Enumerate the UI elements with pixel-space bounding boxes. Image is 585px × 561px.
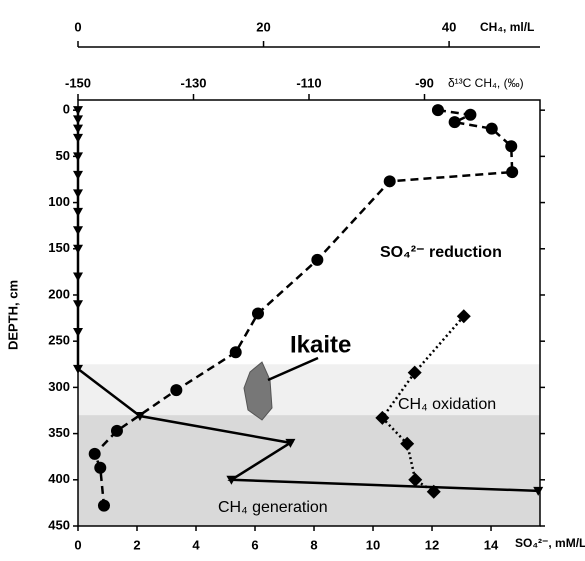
annotation: CH₄ oxidation <box>398 396 496 413</box>
x2-tick-label: 40 <box>442 19 456 34</box>
triangle-marker <box>73 189 83 199</box>
circle-marker <box>88 447 101 460</box>
x2-tick-label: 0 <box>74 19 81 34</box>
circle-marker <box>383 175 396 188</box>
triangle-marker <box>73 115 83 125</box>
diamond-marker <box>408 472 423 487</box>
triangle-marker <box>73 244 83 254</box>
y-tick-label: 400 <box>48 471 70 486</box>
ikaite-pointer <box>267 356 319 382</box>
triangle-marker <box>285 438 296 448</box>
diamond-marker <box>375 410 390 425</box>
diamond-marker <box>426 484 441 499</box>
y-tick-label: 150 <box>48 240 70 255</box>
circle-marker <box>94 461 107 474</box>
diamond-marker <box>407 365 422 380</box>
triangle-marker <box>73 170 83 180</box>
circle-marker <box>506 166 519 179</box>
x-tick-label: 10 <box>366 537 380 552</box>
x-axis-title: SO₄²⁻, mM/L <box>515 536 585 550</box>
x-tick-label: 8 <box>310 537 317 552</box>
y-tick-label: 250 <box>48 333 70 348</box>
circle-marker <box>251 307 264 320</box>
triangle-marker <box>73 300 83 310</box>
diamond-marker <box>456 309 471 324</box>
y-tick-label: 0 <box>63 102 70 117</box>
triangle-marker <box>73 207 83 217</box>
triangle-marker <box>73 133 83 143</box>
diamond-marker <box>400 436 415 451</box>
triangle-marker <box>533 486 544 496</box>
triangle-marker <box>226 475 237 485</box>
x-tick-label: 6 <box>251 537 258 552</box>
x-tick-label: 4 <box>192 537 200 552</box>
ikaite-crystal <box>243 361 273 421</box>
y-tick-label: 200 <box>48 286 70 301</box>
circle-marker <box>110 424 123 437</box>
triangle-marker <box>73 272 83 282</box>
annotation: SO₄²⁻ reduction <box>380 244 502 261</box>
triangle-marker <box>73 106 83 116</box>
circle-marker <box>505 140 518 153</box>
x3-tick-label: -90 <box>415 75 434 90</box>
triangle-marker <box>73 226 83 236</box>
x-tick-label: 14 <box>484 537 499 552</box>
zone <box>78 415 540 526</box>
triangle-marker <box>73 364 83 374</box>
circle-marker <box>464 108 477 121</box>
triangle-marker <box>73 152 83 162</box>
x3-axis-title: δ¹³C CH₄, (‰) <box>448 76 524 90</box>
circle-marker <box>97 499 110 512</box>
zone <box>78 364 540 416</box>
circle-marker <box>485 122 498 135</box>
x2-tick-label: 20 <box>256 19 270 34</box>
x-tick-label: 2 <box>133 537 140 552</box>
x-tick-label: 12 <box>425 537 439 552</box>
circle-marker <box>229 346 242 359</box>
y-tick-label: 350 <box>48 425 70 440</box>
annotation: Ikaite <box>290 331 351 358</box>
x3-tick-label: -130 <box>180 75 206 90</box>
circle-marker <box>170 384 183 397</box>
y-tick-label: 450 <box>48 517 70 532</box>
x2-axis-title: CH₄, ml/L <box>480 20 534 34</box>
triangle-marker <box>73 327 83 337</box>
y-tick-label: 50 <box>56 148 70 163</box>
x3-tick-label: -110 <box>296 75 321 90</box>
x-tick-label: 0 <box>74 537 81 552</box>
triangle-marker <box>134 412 145 422</box>
y-axis-title: DEPTH, cm <box>5 280 20 350</box>
x3-tick-label: -150 <box>65 75 91 90</box>
triangle-marker <box>73 124 83 134</box>
circle-marker <box>311 253 324 266</box>
y-tick-label: 300 <box>48 379 70 394</box>
circle-marker <box>448 116 461 129</box>
y-tick-label: 100 <box>48 194 70 209</box>
circle-marker <box>431 104 444 117</box>
annotation: CH₄ generation <box>218 499 328 516</box>
